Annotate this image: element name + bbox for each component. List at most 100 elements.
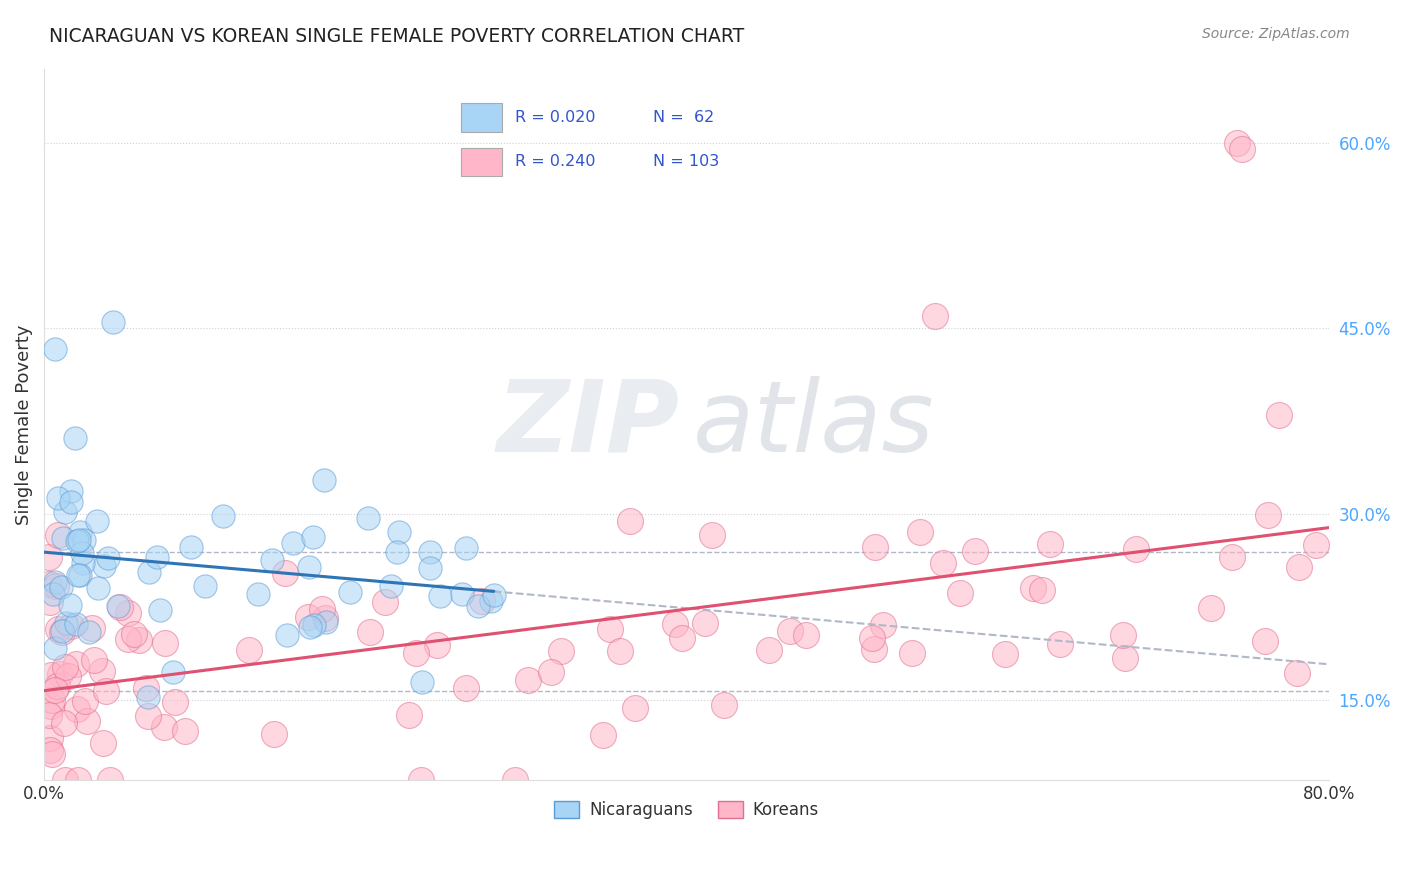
Point [38,576,60,591]
Point [1022,581,1045,595]
Point [44,641,66,656]
Point [83,653,105,667]
Point [117,606,139,620]
Point [149,603,172,617]
Point [1230,142,1253,156]
Point [297,610,319,624]
Point [77,625,100,640]
Point [65,617,87,632]
Point [467,599,489,614]
Point [90,665,112,679]
Point [863,540,886,554]
Point [86,514,108,528]
Point [540,665,562,679]
Point [908,525,931,540]
Point [91,736,114,750]
Point [65,431,87,445]
Point [39,731,62,746]
Point [312,473,335,487]
Point [374,595,396,609]
Point [69,524,91,539]
Point [592,728,614,742]
Point [311,601,333,615]
Point [153,720,176,734]
Point [162,665,184,679]
Point [66,534,89,549]
Point [454,541,477,556]
Point [359,625,381,640]
Point [1222,549,1244,564]
Point [357,510,380,524]
Point [1125,542,1147,557]
Point [298,620,321,634]
Point [664,617,686,632]
Point [53,660,76,674]
Point [283,536,305,550]
Point [65,657,87,672]
Point [398,708,420,723]
Point [38,708,60,723]
Point [96,684,118,698]
Point [963,544,986,558]
Point [1305,539,1327,553]
Point [426,638,449,652]
Point [194,579,217,593]
Point [98,773,121,788]
Point [58,669,80,683]
Y-axis label: Single Female Poverty: Single Female Poverty [15,324,32,524]
Point [609,644,631,658]
Point [138,690,160,704]
Point [73,533,96,548]
Point [59,619,82,633]
Point [138,565,160,579]
Point [619,514,641,528]
Point [298,560,321,574]
Point [51,581,73,595]
Point [1201,601,1223,615]
Point [263,727,285,741]
Point [69,567,91,582]
Point [53,716,76,731]
Point [93,559,115,574]
Point [1267,408,1289,422]
Point [517,673,540,687]
Point [456,681,478,695]
Point [1031,582,1053,597]
Point [924,309,946,323]
Point [794,628,817,642]
Point [758,642,780,657]
Point [471,594,494,608]
Text: Source: ZipAtlas.com: Source: ZipAtlas.com [1202,27,1350,41]
Point [67,533,90,548]
Point [163,695,186,709]
Point [405,646,427,660]
Point [52,531,75,545]
Point [67,568,90,582]
Point [479,594,502,608]
Point [101,315,124,329]
Point [411,675,433,690]
Point [44,683,66,698]
Point [301,530,323,544]
Point [124,627,146,641]
Point [779,624,801,639]
Point [315,615,337,629]
Point [48,667,70,681]
Point [314,611,336,625]
Legend: Nicaraguans, Koreans: Nicaraguans, Koreans [547,794,825,825]
Point [1285,665,1308,680]
Point [87,582,110,596]
Point [994,647,1017,661]
Point [51,624,73,638]
Point [262,553,284,567]
Point [66,702,89,716]
Point [39,742,62,756]
Point [713,698,735,712]
Point [872,617,894,632]
Point [41,692,63,706]
Point [72,556,94,570]
Point [238,643,260,657]
Point [1288,560,1310,574]
Point [60,484,83,499]
Point [212,508,235,523]
